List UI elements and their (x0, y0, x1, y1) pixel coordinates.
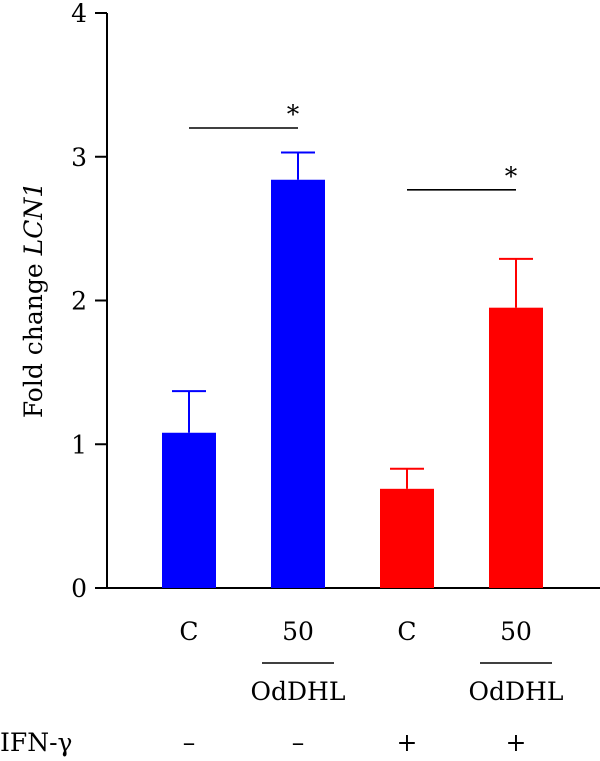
ifn-value: + (506, 728, 527, 757)
bar (162, 432, 216, 588)
x-tick-label: 50 (500, 617, 532, 646)
x-tick-label: 50 (282, 617, 314, 646)
bar (271, 179, 325, 588)
y-axis-label: Fold change LCN1 (19, 182, 48, 418)
y-axis-label-gene: LCN1 (19, 182, 48, 257)
y-tick-label: 2 (71, 287, 87, 316)
x-tick-label: C (397, 617, 416, 646)
ifn-value: – (292, 728, 305, 757)
group-label: OdDHL (251, 677, 346, 706)
ifn-value: + (397, 728, 418, 757)
x-tick-label: C (179, 617, 198, 646)
ifn-label: IFN-γ (0, 728, 73, 757)
bar (489, 307, 543, 588)
y-tick-label: 1 (71, 430, 87, 459)
significance-star: * (505, 162, 518, 191)
group-label: OdDHL (469, 677, 564, 706)
ifn-value: – (183, 728, 196, 757)
bar (380, 488, 434, 588)
y-tick-label: 3 (71, 143, 87, 172)
y-tick-label: 0 (71, 574, 87, 603)
y-tick-label: 4 (71, 0, 87, 28)
y-axis-label-prefix: Fold change (19, 255, 48, 418)
significance-star: * (287, 100, 300, 129)
